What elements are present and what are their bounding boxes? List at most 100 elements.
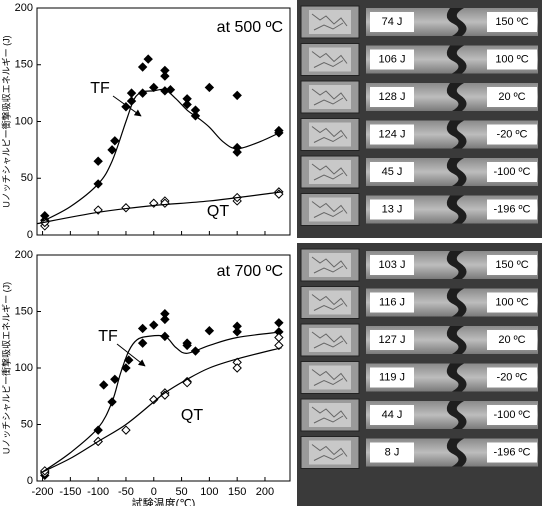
y-tick-label: 0 [27,475,33,487]
fracture-surface [309,290,351,315]
data-point [274,332,284,343]
data-point [126,88,137,98]
x-axis-label: 試験温度(℃) [132,496,196,506]
temp-label: -100 ºC [493,166,530,178]
temp-box [487,162,537,182]
temp-box [487,12,537,32]
fracture-texture [311,163,348,181]
fracture-surface [309,47,351,72]
data-point [137,338,148,348]
y-tick-label: 100 [15,362,33,374]
temp-label: -20 ºC [497,371,528,383]
y-tick-label: 200 [15,249,33,261]
plot-frame [36,254,291,482]
fit-curve [36,191,282,225]
arrow [116,343,146,367]
energy-box [370,199,414,220]
fracture-texture [311,51,348,68]
fracture-surface [309,365,351,390]
energy-label: 13 J [382,203,403,215]
data-point [232,90,242,101]
temp-box [487,87,537,107]
temp-box [487,442,537,463]
series-label: TF [98,328,118,345]
energy-label: 119 J [379,371,405,383]
fracture-texture [311,256,348,274]
energy-box [370,162,414,182]
energy-box [370,442,414,463]
fracture-texture [311,406,348,424]
series-label: QT [207,203,229,220]
y-tick-label: 0 [27,229,33,241]
x-tick-label: -200 [32,486,54,498]
energy-box [370,330,414,350]
x-tick-label: 0 [151,486,157,498]
fracture-texture [311,331,348,349]
data-point [149,394,159,405]
fracture-surface [309,10,351,34]
fracture-surface [309,328,351,352]
y-tick-label: 100 [15,115,33,127]
energy-box [370,49,414,70]
temp-box [487,49,537,70]
energy-box [370,12,414,32]
arrow [112,95,142,117]
energy-label: 103 J [379,259,406,271]
fracture-surface [309,85,351,109]
energy-label: 116 J [379,296,405,308]
temp-label: 20 ºC [498,334,525,346]
fracture-texture [311,294,348,311]
fracture-texture [311,201,348,218]
temp-label: 20 ºC [498,91,525,103]
temp-label: -196 ºC [493,203,530,215]
data-point [232,147,242,157]
temp-box [487,124,537,145]
data-point [93,425,103,435]
y-tick-label: 150 [15,59,33,71]
fracture-surface [309,253,351,277]
x-tick-label: -50 [118,486,134,498]
energy-box [370,255,414,275]
annotation: at 700 ºC [217,263,283,280]
fracture-texture [311,13,348,31]
fracture-notch [446,195,467,224]
data-point [160,314,170,325]
data-point [182,99,192,110]
energy-box [370,292,414,313]
y-tick-label: 50 [21,172,33,184]
data-point [232,363,242,373]
energy-label: 74 J [382,16,403,28]
data-point [121,102,131,112]
data-point [160,390,170,400]
data-point [121,203,131,213]
energy-box [370,87,414,107]
data-point [107,145,117,155]
x-tick-label: -150 [59,486,81,498]
fracture-texture [311,88,348,106]
energy-label: 45 J [382,166,403,178]
x-tick-label: -100 [87,486,109,498]
fracture-notch [446,83,467,111]
fit-curve [42,347,282,473]
fracture-texture [311,444,348,461]
fracture-notch [446,251,467,279]
data-point [232,327,242,337]
fracture-notch [446,45,467,74]
data-point [121,425,131,435]
x-tick-label: 100 [200,486,218,498]
x-tick-label: 200 [256,486,274,498]
fracture-surface [309,440,351,465]
fracture-surface [309,122,351,147]
energy-label: 44 J [382,409,403,421]
temp-box [487,330,537,350]
y-tick-label: 50 [21,418,33,430]
x-tick-label: 150 [228,486,246,498]
fracture-notch [446,438,467,467]
fracture-texture [311,126,348,143]
energy-label: 106 J [379,53,406,65]
temp-label: 150 ºC [495,16,528,28]
fit-curve [42,88,282,222]
energy-box [370,124,414,145]
data-point [137,62,148,72]
energy-box [370,405,414,425]
